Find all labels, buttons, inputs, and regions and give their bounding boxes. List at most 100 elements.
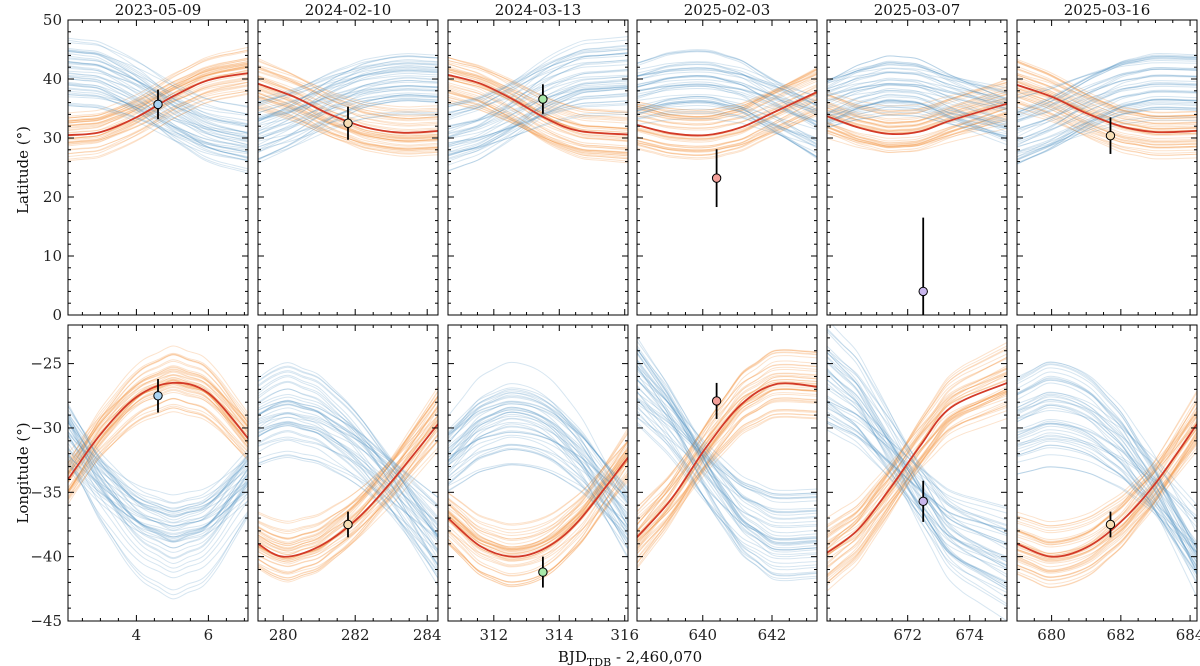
blue-sample: [448, 423, 628, 558]
orange-sample: [448, 60, 628, 112]
blue-sample: [448, 392, 628, 497]
orange-sample: [827, 368, 1007, 570]
blue-sample: [827, 328, 1007, 563]
blue-sample: [448, 48, 628, 121]
blue-sample: [637, 385, 817, 541]
orange-sample: [637, 93, 817, 139]
blue-sample: [1017, 95, 1197, 160]
posterior-samples: [258, 53, 438, 164]
blue-sample: [448, 431, 628, 499]
blue-sample: [448, 417, 628, 532]
orange-sample: [448, 68, 628, 124]
blue-sample: [258, 59, 438, 130]
orange-sample: [827, 91, 1007, 121]
blue-sample: [827, 77, 1007, 110]
orange-sample: [448, 463, 628, 586]
blue-sample: [1017, 62, 1197, 96]
blue-sample: [258, 425, 438, 536]
blue-sample: [637, 386, 817, 513]
blue-sample: [68, 405, 248, 521]
orange-sample: [637, 99, 817, 153]
blue-sample: [827, 101, 1007, 129]
orange-sample: [637, 415, 817, 541]
blue-sample: [1017, 437, 1197, 520]
orange-sample: [827, 88, 1007, 124]
blue-sample: [637, 368, 817, 516]
orange-sample: [637, 77, 817, 119]
orange-sample: [1017, 93, 1197, 143]
blue-sample: [258, 421, 438, 509]
blue-sample: [637, 101, 817, 144]
orange-sample: [637, 74, 817, 111]
orange-sample: [1017, 410, 1197, 558]
orange-sample: [448, 451, 628, 550]
blue-sample: [637, 379, 817, 514]
blue-sample: [827, 93, 1007, 140]
blue-sample: [637, 87, 817, 123]
blue-sample: [258, 371, 438, 538]
orange-sample: [448, 454, 628, 550]
blue-sample: [1017, 436, 1197, 517]
orange-sample: [637, 88, 817, 125]
blue-sample: [1017, 90, 1197, 143]
orange-sample: [827, 107, 1007, 145]
y-tick-label: −30: [30, 419, 62, 437]
blue-sample: [1017, 396, 1197, 549]
orange-sample: [1017, 68, 1197, 117]
blue-sample: [448, 421, 628, 504]
blue-sample: [448, 84, 628, 135]
orange-sample: [827, 391, 1007, 550]
model-curve: [1017, 84, 1197, 134]
orange-sample: [448, 456, 628, 548]
x-tick-label: 284: [413, 626, 442, 644]
orange-sample: [827, 393, 1007, 577]
blue-sample: [637, 63, 817, 106]
blue-sample: [1017, 438, 1197, 553]
orange-sample: [448, 69, 628, 131]
x-tick-label: 4: [132, 626, 142, 644]
blue-sample: [258, 70, 438, 114]
orange-sample: [827, 380, 1007, 528]
blue-sample: [637, 75, 817, 116]
orange-sample: [637, 379, 817, 525]
blue-sample: [637, 96, 817, 140]
orange-sample: [827, 81, 1007, 107]
orange-sample: [1017, 411, 1197, 523]
blue-sample: [68, 448, 248, 512]
blue-sample: [258, 396, 438, 525]
blue-sample: [1017, 80, 1197, 130]
orange-sample: [448, 88, 628, 159]
orange-sample: [258, 71, 438, 116]
orange-sample: [448, 61, 628, 116]
panel-lon-2: 280 282 284: [257, 324, 442, 644]
orange-sample: [1017, 58, 1197, 114]
orange-sample: [827, 400, 1007, 568]
orange-sample: [827, 404, 1007, 560]
blue-sample: [448, 82, 628, 138]
orange-sample: [827, 91, 1007, 125]
orange-sample: [448, 94, 628, 160]
orange-sample: [1017, 421, 1197, 573]
orange-sample: [448, 86, 628, 154]
orange-sample: [637, 109, 817, 147]
orange-sample: [448, 63, 628, 130]
blue-sample: [258, 436, 438, 536]
blue-sample: [1017, 83, 1197, 130]
blue-sample: [448, 70, 628, 130]
blue-sample: [827, 411, 1007, 561]
orange-sample: [448, 440, 628, 526]
blue-sample: [827, 379, 1007, 547]
blue-sample: [448, 55, 628, 114]
blue-sample: [258, 400, 438, 506]
blue-sample: [448, 444, 628, 511]
plot-background: [827, 20, 1007, 315]
orange-sample: [1017, 413, 1197, 527]
panel-title: 2025-03-16: [1064, 1, 1150, 19]
orange-sample: [1017, 74, 1197, 130]
blue-sample: [827, 356, 1007, 605]
orange-sample: [827, 367, 1007, 528]
blue-sample: [258, 86, 438, 119]
blue-sample: [1017, 363, 1197, 553]
orange-sample: [448, 456, 628, 554]
orange-sample: [637, 386, 817, 515]
